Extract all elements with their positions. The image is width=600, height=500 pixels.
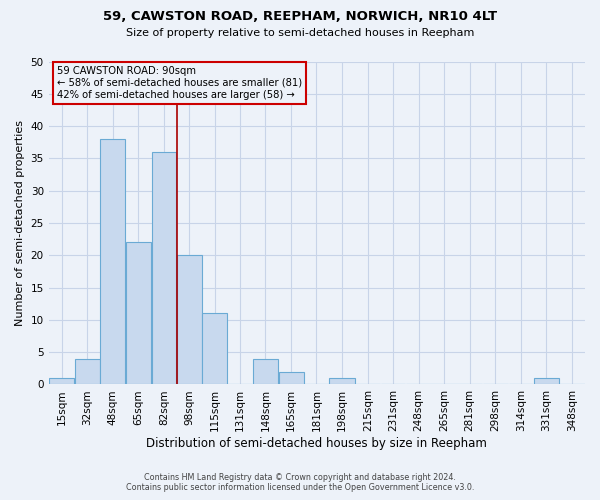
Bar — [253, 358, 278, 384]
Bar — [534, 378, 559, 384]
Text: 59, CAWSTON ROAD, REEPHAM, NORWICH, NR10 4LT: 59, CAWSTON ROAD, REEPHAM, NORWICH, NR10… — [103, 10, 497, 23]
Bar — [279, 372, 304, 384]
Text: Size of property relative to semi-detached houses in Reepham: Size of property relative to semi-detach… — [126, 28, 474, 38]
Y-axis label: Number of semi-detached properties: Number of semi-detached properties — [15, 120, 25, 326]
Bar — [202, 314, 227, 384]
X-axis label: Distribution of semi-detached houses by size in Reepham: Distribution of semi-detached houses by … — [146, 437, 487, 450]
Bar — [75, 358, 100, 384]
Text: Contains HM Land Registry data © Crown copyright and database right 2024.
Contai: Contains HM Land Registry data © Crown c… — [126, 473, 474, 492]
Bar — [329, 378, 355, 384]
Text: 59 CAWSTON ROAD: 90sqm
← 58% of semi-detached houses are smaller (81)
42% of sem: 59 CAWSTON ROAD: 90sqm ← 58% of semi-det… — [57, 66, 302, 100]
Bar — [125, 242, 151, 384]
Bar — [49, 378, 74, 384]
Bar — [152, 152, 176, 384]
Bar — [177, 256, 202, 384]
Bar — [100, 139, 125, 384]
